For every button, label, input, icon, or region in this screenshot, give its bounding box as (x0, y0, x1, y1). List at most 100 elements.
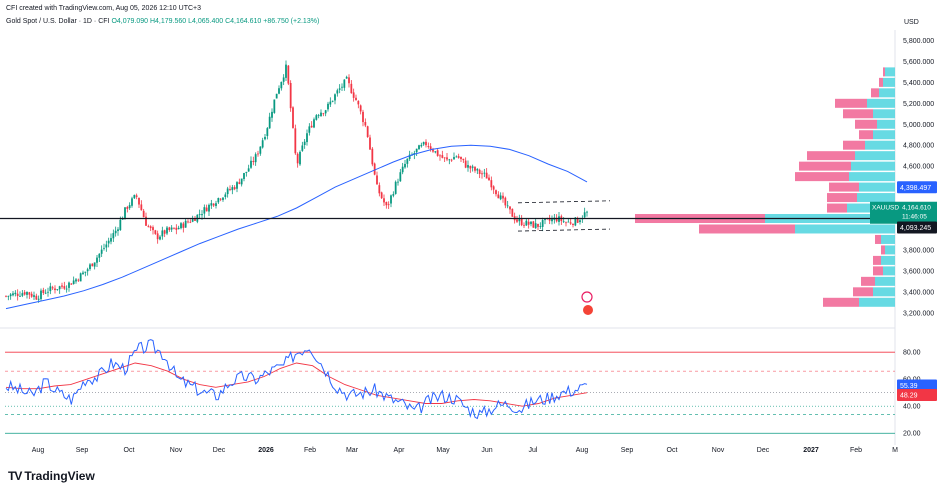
ohlc-values: O4,079.090 H4,179.560 L4,065.400 C4,164.… (111, 18, 320, 25)
candle-body (98, 253, 101, 258)
price-tick-label: 4,600.000 (903, 164, 934, 171)
candle-body (72, 280, 75, 284)
candle-body (215, 203, 217, 206)
candle-body (324, 110, 327, 114)
candle-body (527, 221, 530, 225)
candle-body (385, 202, 388, 206)
rsi-value-label: 55.39 (900, 383, 918, 390)
volume-profile-bar-down (875, 234, 881, 244)
candle-body (282, 77, 285, 82)
candle-body (539, 226, 542, 227)
candle-body (5, 295, 7, 297)
candle-body (357, 100, 360, 105)
x-axis-label: Feb (850, 447, 862, 454)
candle-body (548, 219, 551, 221)
candle-body (462, 158, 465, 161)
candle-body (75, 279, 77, 282)
candle-body (422, 142, 425, 145)
candle-body (278, 88, 280, 94)
volume-profile-bar-down (879, 77, 883, 87)
candle-body (476, 168, 479, 171)
candle-body (37, 298, 40, 300)
candle-body (289, 82, 292, 109)
volume-profile-bar-up (885, 245, 895, 255)
candle-body (222, 197, 224, 200)
candle-body (170, 227, 173, 230)
volume-profile-bar-up (885, 67, 895, 77)
candle-body (467, 165, 469, 168)
volume-profile-bar-up (849, 172, 895, 182)
candle-body (182, 223, 185, 228)
candle-body (469, 165, 472, 169)
candle-body (378, 185, 381, 194)
candle-body (303, 141, 306, 146)
volume-profile-bar-down (827, 203, 847, 213)
volume-profile-bar-up (851, 161, 895, 171)
candles (5, 60, 588, 303)
volume-profile-bar-down (883, 67, 885, 77)
candle-body (562, 221, 565, 223)
candle-body (425, 141, 427, 146)
candle-body (217, 198, 220, 203)
candle-body (40, 290, 42, 300)
x-axis-label: Mar (346, 447, 359, 454)
candle-body (306, 133, 308, 143)
candle-body (112, 233, 115, 239)
horizontal-line-label: 4,093.245 (900, 225, 931, 232)
volume-profile-bar-up (857, 193, 895, 203)
candle-body (308, 126, 311, 133)
candle-body (61, 285, 63, 287)
candle-body (464, 160, 467, 168)
candle-body (450, 159, 453, 161)
candle-body (240, 178, 243, 185)
candle-body (350, 83, 353, 94)
candle-body (203, 207, 206, 214)
volume-profile-bar-down (873, 255, 881, 265)
candle-body (28, 292, 31, 295)
candle-body (117, 229, 119, 232)
channel-bottom-line (517, 228, 611, 232)
currency-label: USD (904, 19, 919, 26)
x-axis-label: 2026 (258, 447, 274, 454)
volume-profile-bar-down (835, 98, 867, 108)
symbol-name: Gold Spot / U.S. Dollar · 1D · CFI (6, 18, 110, 25)
candle-body (296, 153, 299, 164)
candle-body (446, 157, 448, 160)
candle-body (243, 173, 245, 179)
candle-body (471, 166, 474, 168)
volume-profile-bar-up (855, 151, 895, 161)
candle-body (208, 204, 210, 212)
candle-body (371, 148, 374, 165)
candle-body (131, 198, 133, 206)
candle-body (138, 197, 140, 205)
candle-body (103, 247, 105, 249)
volume-profile-bar-up (859, 182, 895, 192)
brand-name: TradingView (24, 469, 95, 483)
candle-body (586, 211, 588, 213)
candle-body (569, 222, 572, 224)
rsi-ma-value-label-bg (897, 389, 937, 402)
candle-body (565, 222, 567, 224)
candle-body (119, 219, 122, 231)
candle-body (65, 288, 68, 290)
volume-profile-bar-down (859, 130, 873, 140)
candle-body (558, 216, 560, 222)
candle-body (576, 218, 579, 223)
x-axis-label: Apr (394, 447, 406, 454)
volume-profile-bar-down (843, 109, 873, 119)
candle-body (21, 293, 24, 296)
candle-body (19, 295, 21, 297)
candle-body (534, 223, 537, 229)
candle-body (406, 158, 409, 164)
candle-body (341, 86, 343, 88)
candle-body (518, 219, 521, 222)
candle-body (135, 195, 138, 197)
candle-body (511, 208, 514, 217)
price-tick-label: 5,800.000 (903, 38, 934, 45)
volume-profile-bar-down (871, 88, 879, 98)
price-tick-label: 5,600.000 (903, 59, 934, 66)
created-by-text: CFI created with TradingView.com, Aug 05… (6, 5, 202, 12)
candle-body (79, 273, 82, 282)
candle-body (173, 227, 175, 229)
